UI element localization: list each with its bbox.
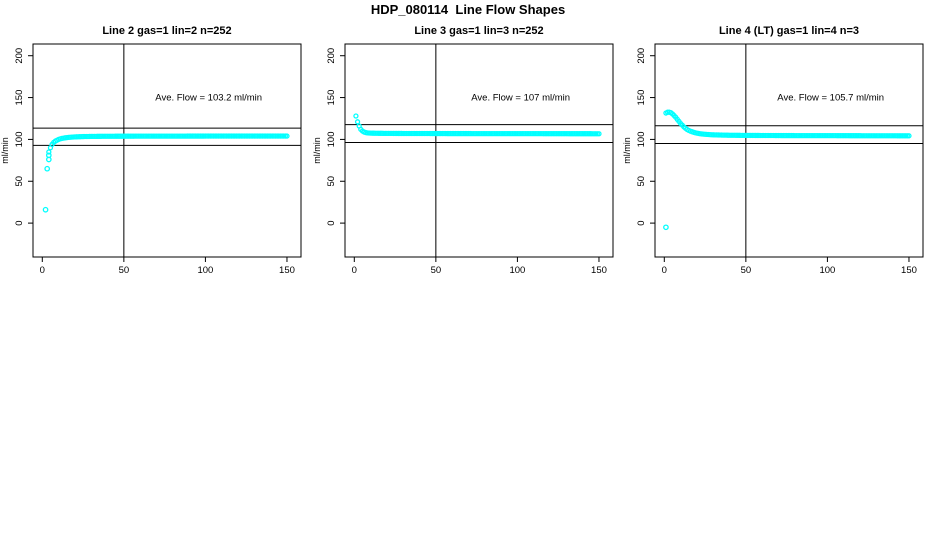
ave-flow-annotation: Ave. Flow = 107 ml/min	[471, 93, 570, 104]
data-point	[596, 131, 602, 137]
x-axis-tick-label: 150	[279, 265, 295, 276]
y-axis-tick-label: 150	[636, 90, 647, 106]
charts-svg: Line 2 gas=1 lin=2 n=252 0 50 100 150 0 50 100 1…	[0, 25, 924, 276]
y-axis-tick-label: 150	[14, 90, 25, 106]
data-point	[353, 113, 359, 119]
isolated-point	[663, 224, 669, 231]
y-axis-tick-label: 200	[326, 48, 337, 64]
x-axis-tick-label: 150	[901, 265, 917, 276]
data-point	[354, 119, 361, 125]
y-axis-tick-label: 200	[636, 48, 647, 64]
series-points	[42, 133, 290, 213]
x-axis-tick-label: 50	[741, 265, 752, 276]
y-axis-label: ml/min	[312, 137, 322, 164]
y-axis-tick-label: 0	[636, 220, 647, 225]
x-axis-tick-label: 50	[119, 265, 130, 276]
ave-flow-annotation: Ave. Flow = 103.2 ml/min	[155, 93, 262, 104]
y-axis-label: ml/min	[622, 137, 632, 164]
x-axis-tick-label: 0	[352, 265, 357, 276]
plot-box	[32, 43, 302, 258]
y-axis-tick-label: 50	[14, 176, 25, 187]
plot-box	[654, 43, 924, 258]
subplot-title: Line 3 gas=1 lin=3 n=252	[414, 25, 543, 37]
subplot-1: Line 2 gas=1 lin=2 n=252 0 50 100 150 0 50 100 1…	[0, 25, 302, 276]
data-point	[284, 133, 290, 139]
isolated-point	[45, 152, 52, 159]
x-axis-tick-label: 100	[197, 265, 213, 276]
series-points	[353, 113, 602, 137]
x-axis-tick-label: 0	[662, 265, 667, 276]
x-axis-tick-label: 100	[509, 265, 525, 276]
y-axis-label: ml/min	[0, 137, 10, 164]
y-axis-tick-label: 100	[636, 131, 647, 147]
page-title: HDP_080114 Line Flow Shapes	[370, 2, 566, 17]
y-axis-tick-label: 150	[326, 90, 337, 106]
data-point	[906, 133, 912, 139]
isolated-point	[44, 165, 51, 172]
series-points	[663, 109, 912, 231]
ave-flow-annotation: Ave. Flow = 105.7 ml/min	[777, 93, 884, 104]
isolated-point	[42, 206, 49, 213]
subplot-2: Line 3 gas=1 lin=3 n=252 0 50 100 150 0 50 100 1…	[312, 25, 614, 276]
y-axis-tick-label: 100	[326, 131, 337, 147]
y-axis-tick-label: 200	[14, 48, 25, 64]
x-axis-tick-label: 150	[591, 265, 607, 276]
subplot-3: Line 4 (LT) gas=1 lin=4 n=3 0 50 100 150 0 50 1…	[622, 25, 924, 276]
y-axis-tick-label: 0	[326, 220, 337, 225]
y-axis-tick-label: 50	[636, 176, 647, 187]
y-axis-tick-label: 0	[14, 220, 25, 225]
x-axis-tick-label: 100	[819, 265, 835, 276]
x-axis-tick-label: 50	[431, 265, 442, 276]
y-axis-tick-label: 100	[14, 131, 25, 147]
subplot-title: Line 4 (LT) gas=1 lin=4 n=3	[719, 25, 859, 37]
data-point	[46, 149, 52, 155]
y-axis-tick-label: 50	[326, 176, 337, 187]
x-axis-tick-label: 0	[40, 265, 45, 276]
plot-box	[344, 43, 614, 258]
subplot-title: Line 2 gas=1 lin=2 n=252	[102, 25, 231, 37]
